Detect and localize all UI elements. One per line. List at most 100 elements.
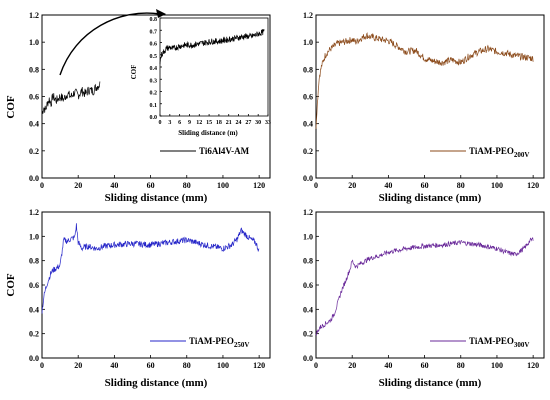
x-tick-label: 60 [421,181,429,190]
inset-data-series [159,29,265,64]
x-tick-label: 60 [147,361,155,370]
y-tick-label: 0.2 [29,330,39,339]
y-tick-labels: 0.0 0.2 0.4 0.6 0.8 1.0 1.2 [29,208,45,363]
legend-subscript: 200V [514,151,530,159]
y-tick-label: 0.4 [29,120,39,129]
x-axis-title: Sliding distance (mm) [105,192,208,204]
x-tick-label: 40 [384,181,392,190]
y-tick-label: 0.2 [150,91,158,97]
y-tick-label: 0.4 [303,305,313,314]
legend: Ti6Al4V-AM [160,146,250,156]
x-tick-label: 20 [74,361,82,370]
x-tick-label: 0 [40,361,44,370]
y-tick-label: 0.1 [150,103,158,109]
x-tick-label: 0 [314,181,318,190]
series-line [315,32,534,129]
y-tick-labels: 0.0 0.2 0.4 0.6 0.8 1.0 1.2 [303,208,319,363]
x-tick-label: 0 [40,181,44,190]
y-tick-label: 0.4 [29,305,39,314]
y-tick-label: 0.0 [303,174,313,183]
panel-tiam-peo-200v: 0.0 0.2 0.4 0.6 0.8 1.0 1.2 0 20 40 60 80 100 120 Sl… [303,11,545,204]
x-tick-label: 80 [457,181,465,190]
x-tick-labels: 0 20 40 60 80 100 120 [314,355,539,370]
x-tick-label: 100 [217,181,229,190]
legend-label: Ti6Al4V-AM [199,146,250,156]
y-axis-title: COF [5,95,17,119]
arrowhead-icon [156,9,166,18]
legend-label: TiAM-PEO250V [189,336,249,349]
x-tick-label: 20 [348,181,356,190]
x-tick-label: 24 [236,120,242,126]
legend: TiAM-PEO300V [430,336,529,349]
x-tick-label: 12 [196,120,202,126]
legend-subscript: 300V [514,341,530,349]
legend: TiAM-PEO200V [430,146,529,159]
y-tick-label: 0.8 [29,65,39,74]
x-axis-title: Sliding distance (mm) [379,377,482,389]
plot-frame [315,211,545,359]
x-tick-label: 60 [147,181,155,190]
inset-x-tick-labels: 0 3 6 9 12 15 18 21 24 27 30 33 [159,114,271,126]
y-tick-label: 1.2 [29,208,39,217]
y-tick-label: 0.5 [150,54,158,60]
y-tick-label: 1.0 [29,38,39,47]
x-tick-label: 15 [206,120,212,126]
x-tick-label: 100 [491,361,503,370]
y-tick-label: 0.2 [29,147,39,156]
legend-label: TiAM-PEO200V [469,146,529,159]
x-tick-label: 33 [265,120,271,126]
x-tick-label: 30 [255,120,261,126]
data-series [41,81,101,114]
x-tick-label: 21 [226,120,232,126]
x-tick-label: 80 [457,361,465,370]
series-line [41,81,101,114]
y-tick-label: 0.6 [303,93,313,102]
x-tick-label: 40 [110,361,118,370]
data-series [315,32,534,129]
panel-tiam-peo-250v: 0.0 0.2 0.4 0.6 0.8 1.0 1.2 0 20 40 60 80 100 120 CO… [5,208,271,389]
x-tick-label: 6 [178,120,181,126]
panel-tiam-peo-300v: 0.0 0.2 0.4 0.6 0.8 1.0 1.2 0 20 40 60 80 100 120 Sl… [303,208,545,389]
legend-subscript: 250V [234,341,250,349]
y-tick-label: 1.2 [29,11,39,20]
zoom-arrow [59,9,166,76]
legend-base-text: TiAM-PEO [189,336,234,346]
legend-base-text: TiAM-PEO [469,146,514,156]
y-tick-label: 0.0 [150,115,158,121]
x-tick-label: 18 [216,120,222,126]
y-tick-label: 0.6 [29,93,39,102]
y-tick-label: 0.3 [150,78,158,84]
y-tick-label: 0.0 [303,354,313,363]
x-tick-label: 20 [74,181,82,190]
x-tick-label: 100 [491,181,503,190]
inset-frame [159,17,269,117]
plot-frame [41,211,271,359]
x-tick-label: 120 [253,361,265,370]
y-tick-label: 0.2 [303,147,313,156]
x-tick-label: 40 [384,361,392,370]
x-tick-label: 80 [183,361,191,370]
x-tick-labels: 0 20 40 60 80 100 120 [40,175,265,190]
y-tick-label: 0.6 [29,281,39,290]
x-tick-label: 20 [348,361,356,370]
x-tick-label: 60 [421,361,429,370]
x-tick-label: 120 [527,181,539,190]
y-tick-label: 0.8 [303,65,313,74]
y-tick-label: 1.0 [303,38,313,47]
y-tick-label: 0.8 [303,257,313,266]
legend-base-text: TiAM-PEO [469,336,514,346]
y-tick-label: 1.2 [303,11,313,20]
y-axis-title: COF [5,273,17,297]
curved-arrow-icon [59,12,161,76]
x-tick-label: 27 [245,120,251,126]
series-line [41,223,260,314]
x-tick-label: 120 [253,181,265,190]
x-tick-label: 9 [188,120,191,126]
data-series [41,223,260,314]
x-tick-label: 3 [168,120,171,126]
y-tick-label: 0.4 [150,66,158,72]
series-line [159,29,265,64]
y-tick-labels: 0.0 0.2 0.4 0.6 0.8 1.0 1.2 [29,11,45,183]
x-axis-title: Sliding distance (mm) [105,377,208,389]
